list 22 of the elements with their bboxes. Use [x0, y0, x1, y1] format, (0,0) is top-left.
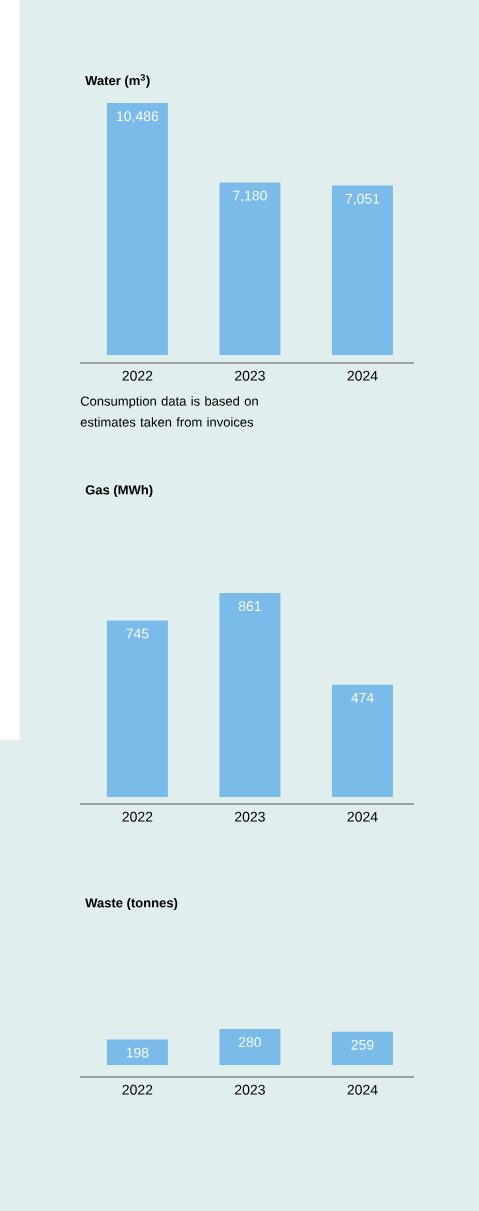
- data-label: 198: [126, 1047, 149, 1058]
- x-tick-label: 2023: [235, 370, 265, 381]
- x-tick-label: 2024: [347, 370, 378, 381]
- data-label: 474: [351, 692, 374, 703]
- data-label: 259: [351, 1039, 374, 1050]
- text: Consumption data is based on estimates taken from invoices: [80, 396, 258, 427]
- chart-title: Gas (MWh): [85, 484, 153, 498]
- data-label: 7,051: [345, 193, 380, 206]
- data-label: 7,180: [233, 190, 267, 203]
- data-label: 861: [238, 601, 261, 612]
- x-tick-label: 2022: [122, 1084, 153, 1095]
- x-tick-label: 2023: [235, 811, 265, 822]
- x-tick-label: 2023: [235, 1084, 265, 1095]
- x-tick-label: 2022: [122, 370, 153, 381]
- x-tick-label: 2024: [347, 811, 378, 822]
- chart-title: Water (m$^{3}$): [85, 74, 150, 88]
- chart-title: Waste (tonnes): [85, 897, 178, 911]
- data-label: 10,486: [117, 111, 159, 123]
- data-label: 280: [238, 1037, 262, 1048]
- data-label: 745: [126, 628, 149, 639]
- x-tick-label: 2022: [122, 811, 153, 822]
- x-tick-label: 2024: [347, 1084, 378, 1095]
